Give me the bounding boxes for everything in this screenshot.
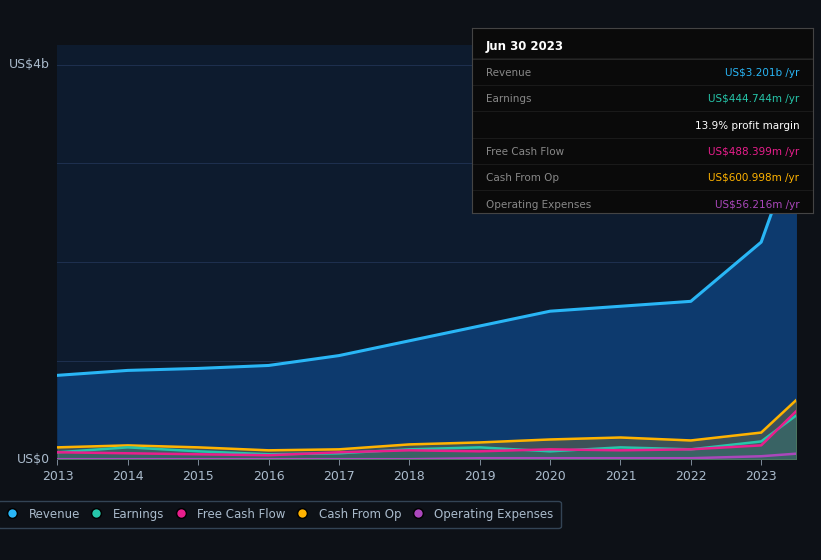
Text: US$488.399m /yr: US$488.399m /yr — [708, 147, 799, 157]
Text: US$0: US$0 — [17, 452, 50, 466]
Text: US$56.216m /yr: US$56.216m /yr — [714, 200, 799, 210]
Text: Jun 30 2023: Jun 30 2023 — [486, 40, 564, 53]
Text: US$3.201b /yr: US$3.201b /yr — [725, 68, 799, 78]
Text: Operating Expenses: Operating Expenses — [486, 200, 591, 210]
Text: Cash From Op: Cash From Op — [486, 174, 559, 184]
Text: US$444.744m /yr: US$444.744m /yr — [708, 94, 799, 104]
Text: Free Cash Flow: Free Cash Flow — [486, 147, 564, 157]
Text: US$600.998m /yr: US$600.998m /yr — [709, 174, 799, 184]
Text: 13.9% profit margin: 13.9% profit margin — [695, 121, 799, 130]
Text: Earnings: Earnings — [486, 94, 531, 104]
Text: US$4b: US$4b — [9, 58, 50, 71]
Text: Revenue: Revenue — [486, 68, 531, 78]
Legend: Revenue, Earnings, Free Cash Flow, Cash From Op, Operating Expenses: Revenue, Earnings, Free Cash Flow, Cash … — [0, 501, 561, 528]
